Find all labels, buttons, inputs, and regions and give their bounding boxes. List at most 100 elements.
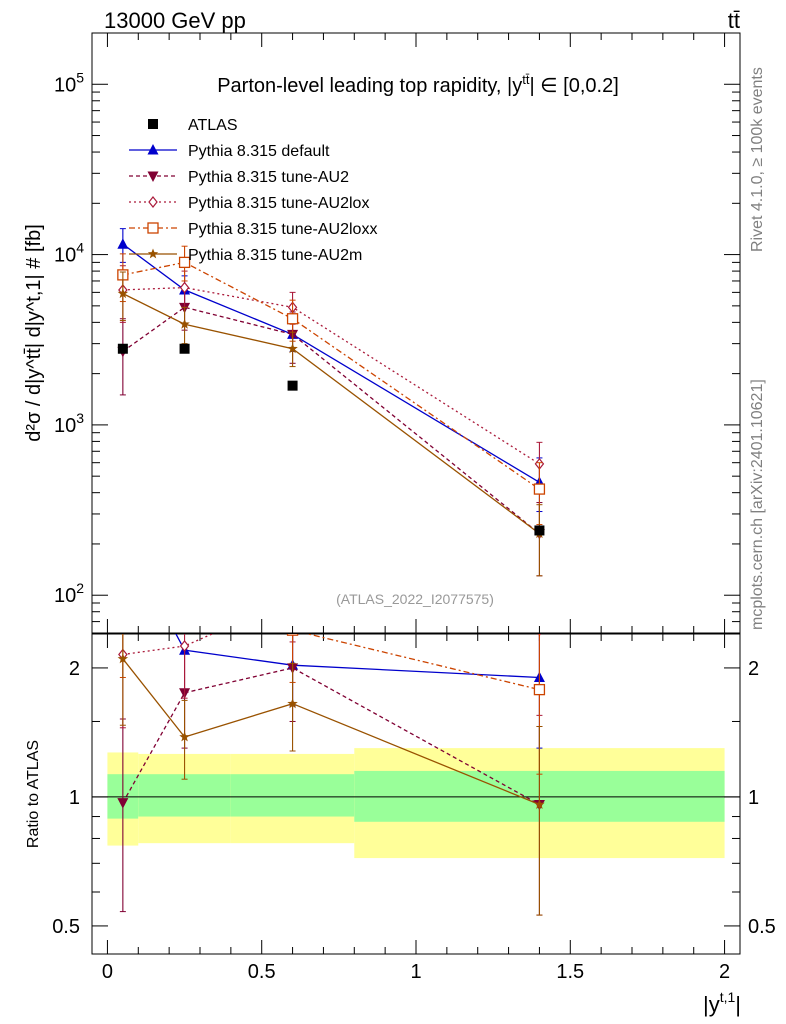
main-point-au2loxx — [533, 483, 546, 495]
ratio-point-au2m — [287, 698, 298, 709]
legend-marker-au2loxx — [147, 222, 159, 234]
main-y-tick-label: 103 — [54, 410, 84, 437]
ratio-point-au2m — [179, 731, 190, 742]
ratio-point-au2loxx — [533, 683, 546, 696]
main-point-au2m — [287, 343, 298, 354]
legend-entry-au2m: Pythia 8.315 tune-AU2m — [129, 247, 362, 264]
main-y-tick-label-base: 10 — [54, 74, 76, 96]
main-line-default — [122, 243, 540, 483]
main-point-atlas — [179, 343, 190, 354]
ratio-y-tick-label-left: 1 — [69, 787, 80, 809]
main-title-main: Parton-level leading top rapidity, |y — [217, 75, 522, 97]
ratio-stat-band — [138, 774, 231, 817]
legend-label-au2m: Pythia 8.315 tune-AU2m — [188, 247, 362, 264]
main-point-atlas — [534, 525, 545, 536]
main-y-tick-label-base: 10 — [54, 585, 76, 607]
legend-marker-au2lox — [148, 196, 158, 208]
ratio-point-au2loxx — [180, 575, 190, 585]
main-point-au2loxx — [178, 256, 191, 269]
main-title: Parton-level leading top rapidity, |ytt̄… — [217, 72, 619, 97]
ratio-point-au2loxx — [118, 607, 128, 617]
ratio-y-axis-label: Ratio to ATLAS — [25, 740, 42, 848]
ratio-point-au2 — [117, 798, 129, 809]
ratio-series-au2loxx — [118, 575, 546, 775]
legend-marker-au2 — [147, 171, 159, 182]
ratio-stat-band — [230, 774, 355, 817]
main-y-tick-label-exp: 3 — [76, 410, 84, 426]
main-y-axis-label: d²σ / d|y^tt̄| d|y^t,1| # [fb] — [23, 224, 45, 442]
main-y-tick-label-base: 10 — [54, 245, 76, 267]
main-series-atlas — [117, 343, 545, 536]
main-point-au2m — [179, 318, 190, 329]
legend-marker-au2m — [147, 248, 159, 259]
x-tick-label: 1.5 — [556, 961, 584, 983]
ratio-y-tick-label-left: 2 — [69, 658, 80, 680]
ratio-line-au2m — [122, 658, 540, 806]
main-line-au2m — [122, 293, 540, 535]
main-line-au2lox — [122, 286, 540, 465]
legend-entry-default: Pythia 8.315 default — [129, 143, 330, 160]
analysis-watermark: (ATLAS_2022_I2077575) — [336, 591, 494, 607]
main-y-tick-label-exp: 4 — [76, 240, 84, 256]
legend-entry-au2lox: Pythia 8.315 tune-AU2lox — [129, 195, 369, 212]
ratio-line-default — [175, 634, 540, 679]
main-y-tick-label-base: 10 — [54, 415, 76, 437]
header-left: 13000 GeV pp — [104, 8, 246, 33]
ratio-series-au2lox — [118, 594, 543, 729]
ratio-y-tick-label-right: 2 — [748, 658, 759, 680]
ratio-axis-ticks: 0.5 0.5 1 1 2 2 0 0.5 1 1.5 2 — [52, 634, 776, 983]
main-series-default — [117, 228, 545, 513]
legend-label-default: Pythia 8.315 default — [188, 143, 330, 160]
x-axis-label-tail: | — [735, 992, 741, 1017]
ratio-point-default — [117, 528, 128, 539]
legend-entry-au2loxx: Pythia 8.315 tune-AU2loxx — [129, 221, 377, 238]
legend-label-au2: Pythia 8.315 tune-AU2 — [188, 169, 349, 186]
ratio-series-au2m — [117, 634, 545, 916]
x-tick-label: 2 — [719, 961, 730, 983]
x-tick-label: 0.5 — [248, 961, 276, 983]
main-point-atlas — [117, 343, 128, 354]
main-title-tail: | ∈ [0,0.2] — [529, 75, 618, 97]
mcplots-label: mcplots.cern.ch [arXiv:2401.10621] — [749, 379, 766, 630]
legend-marker-atlas — [148, 119, 158, 129]
main-y-tick-label: 105 — [54, 69, 84, 96]
ratio-point-au2m — [534, 799, 545, 809]
ratio-uncertainty-bands — [92, 748, 740, 859]
main-point-atlas — [287, 380, 298, 391]
legend-label-au2lox: Pythia 8.315 tune-AU2lox — [188, 195, 369, 212]
x-tick-label: 0 — [102, 961, 113, 983]
header-right: tt̄ — [728, 8, 740, 33]
ratio-point-au2lox — [179, 640, 190, 652]
legend-label-atlas: ATLAS — [188, 117, 238, 134]
ratio-series-group — [117, 528, 546, 916]
main-y-tick-label-exp: 5 — [76, 69, 84, 85]
ratio-y-tick-label-left: 0.5 — [52, 916, 80, 938]
main-y-tick-label: 104 — [54, 240, 84, 267]
x-axis-label-main: |y — [703, 992, 720, 1017]
main-y-tick-label-exp: 2 — [76, 580, 84, 596]
main-point-default — [117, 238, 129, 249]
main-line-au2 — [122, 306, 540, 535]
ratio-point-au2lox — [289, 594, 297, 604]
main-series-au2m — [117, 271, 545, 577]
ratio-series-default — [117, 528, 545, 749]
ratio-y-tick-label-right: 0.5 — [748, 916, 776, 938]
legend-entry-au2: Pythia 8.315 tune-AU2 — [129, 169, 349, 186]
main-point-au2m — [117, 288, 129, 299]
legend-label-au2loxx: Pythia 8.315 tune-AU2loxx — [188, 221, 377, 238]
x-axis-label-sup: t,1 — [720, 989, 736, 1005]
main-point-au2lox — [179, 281, 190, 294]
ratio-point-au2loxx — [286, 634, 299, 636]
legend: ATLAS Pythia 8.315 default Pythia 8.315 tu… — [129, 117, 377, 264]
x-axis-label: |yt,1| — [703, 989, 741, 1017]
main-title-sup: tt̄ — [522, 72, 530, 87]
ratio-line-au2lox — [122, 634, 214, 656]
ratio-point-au2m — [117, 653, 129, 664]
legend-marker-default — [147, 144, 159, 155]
legend-entry-atlas: ATLAS — [148, 117, 238, 134]
main-series-au2 — [117, 287, 545, 577]
main-y-tick-label: 102 — [54, 580, 84, 607]
rivet-version-label: Rivet 4.1.0, ≥ 100k events — [749, 67, 766, 252]
